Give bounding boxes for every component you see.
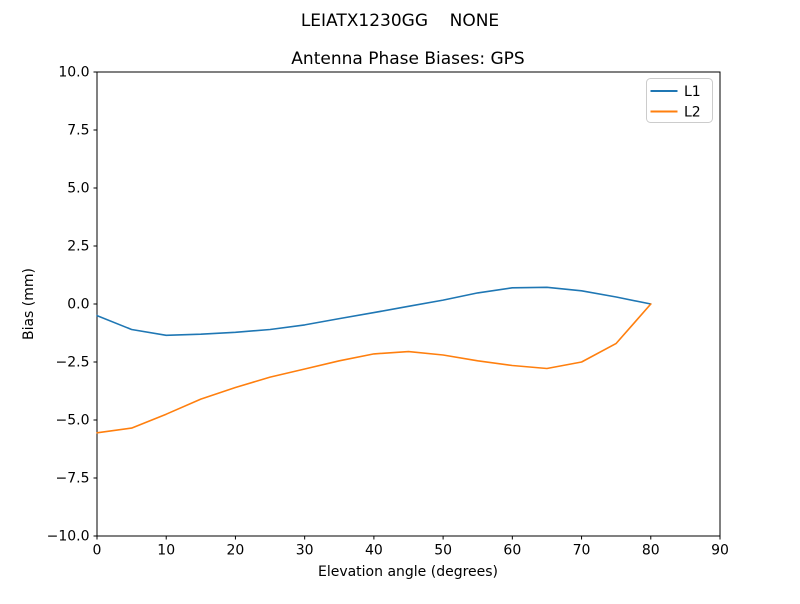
- y-tick-label: 5.0: [67, 181, 89, 197]
- figure-suptitle: LEIATX1230GG NONE: [301, 11, 499, 31]
- x-tick-label: 60: [503, 543, 521, 559]
- series-lines: [96, 286, 652, 434]
- chart-title: Antenna Phase Biases: GPS: [291, 49, 524, 69]
- legend-frame: [646, 78, 713, 123]
- x-tick-label: 90: [711, 543, 729, 559]
- y-tick-label: −7.5: [56, 471, 90, 487]
- y-tick-label: −5.0: [56, 413, 90, 429]
- x-tick-label: 0: [93, 543, 102, 559]
- x-tick-label: 50: [434, 543, 452, 559]
- series-line-l2: [96, 303, 652, 434]
- x-tick-label: 20: [227, 543, 245, 559]
- y-tick-label: −10.0: [47, 529, 90, 545]
- series-line-l1: [96, 286, 652, 337]
- x-tick-label: 70: [573, 543, 591, 559]
- legend: L1 L2: [646, 78, 713, 123]
- legend-label-l1: L1: [684, 84, 701, 100]
- x-tick-label: 10: [157, 543, 175, 559]
- y-tick-label: 7.5: [67, 123, 89, 139]
- y-tick-label: 0.0: [67, 297, 89, 313]
- x-axis-label: Elevation angle (degrees): [318, 564, 498, 580]
- x-tick-label: 80: [642, 543, 660, 559]
- y-axis-label: Bias (mm): [21, 268, 37, 340]
- y-tick-label: 2.5: [67, 239, 89, 255]
- x-tick-label: 40: [365, 543, 383, 559]
- x-axis-ticks: 0 10 20 30 40 50 60 70 80 90: [93, 536, 729, 559]
- y-tick-label: 10.0: [58, 65, 89, 81]
- y-axis-ticks: −10.0 −7.5 −5.0 −2.5 0.0 2.5 5.0 7.5 10.0: [47, 65, 97, 545]
- x-tick-label: 30: [296, 543, 314, 559]
- legend-label-l2: L2: [684, 105, 701, 121]
- y-tick-label: −2.5: [56, 355, 90, 371]
